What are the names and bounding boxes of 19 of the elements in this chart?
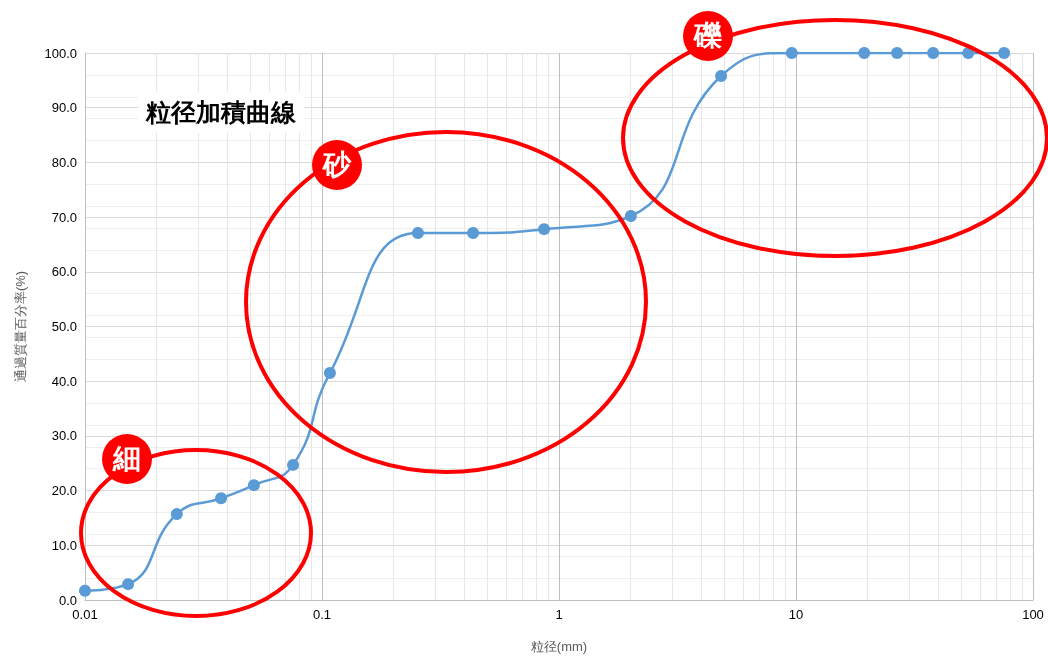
y-tick-label: 20.0 [51, 483, 77, 499]
x-tick-label: 10 [788, 607, 804, 622]
x-tick-label: 100 [1022, 607, 1044, 622]
y-tick-label: 30.0 [51, 428, 77, 444]
y-tick-label: 70.0 [51, 209, 77, 225]
y-tick-label: 90.0 [51, 100, 77, 116]
x-tick-label: 1 [555, 607, 563, 622]
y-tick-label: 50.0 [51, 319, 77, 334]
x-axis-title: 粒径(mm) [530, 639, 588, 654]
x-tick-label: 0.1 [312, 607, 332, 622]
y-tick-label: 100.0 [44, 45, 77, 61]
y-tick-label: 0.0 [58, 592, 77, 608]
y-tick-label: 10.0 [51, 537, 77, 553]
x-tick-label: 0.01 [72, 607, 98, 622]
y-axis-title: 通過質量百分率(%) [13, 270, 28, 383]
text: 粒径加積曲線 [138, 92, 304, 133]
y-tick-label: 40.0 [51, 373, 77, 389]
y-tick-label: 80.0 [51, 154, 77, 170]
y-tick-label: 60.0 [51, 264, 77, 280]
